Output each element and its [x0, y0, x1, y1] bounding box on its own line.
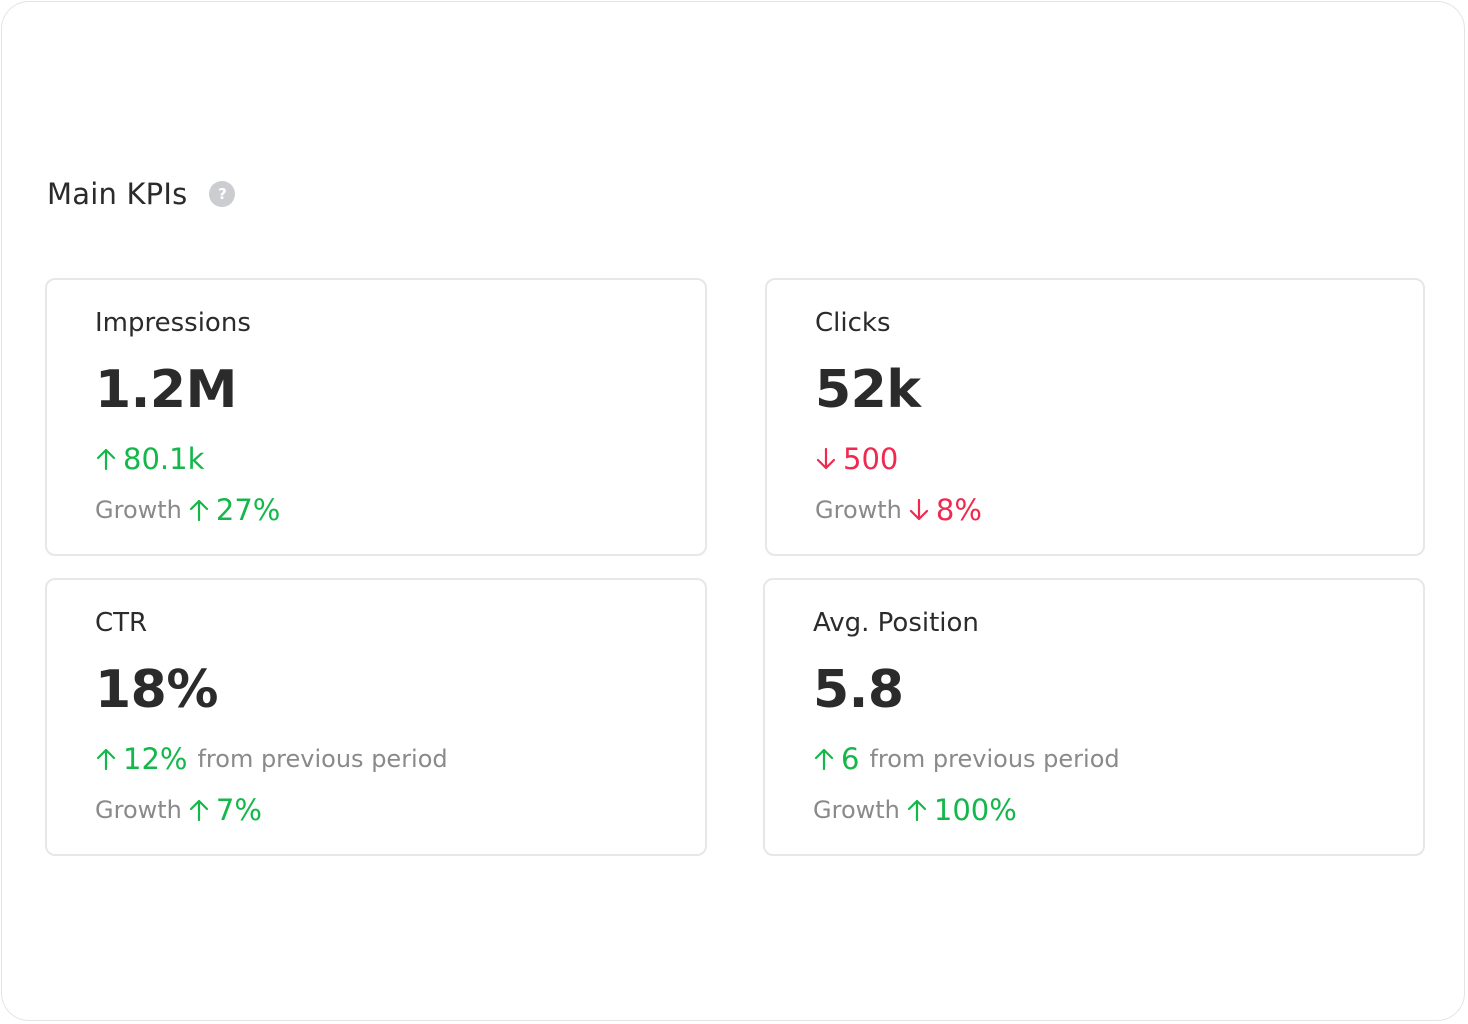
kpi-value: 18%: [95, 660, 218, 720]
arrow-up-icon: [813, 747, 835, 771]
kpi-label: Impressions: [95, 308, 251, 338]
arrow-up-icon: [95, 447, 117, 471]
kpi-change-value: 6: [841, 742, 860, 776]
growth-value: 27%: [215, 493, 281, 527]
kpi-change-suffix: from previous period: [197, 745, 448, 773]
kpi-card-avg-position: Avg. Position 5.8 6 from previous period…: [763, 578, 1425, 856]
kpi-value: 1.2M: [95, 360, 237, 420]
kpi-change-value: 12%: [123, 742, 188, 776]
kpi-change: 6 from previous period: [813, 742, 1120, 776]
growth-value: 7%: [215, 793, 262, 827]
section-title: Main KPIs: [47, 177, 188, 211]
kpi-label: Clicks: [815, 308, 891, 338]
kpi-card-clicks: Clicks 52k 500 Growth 8%: [765, 278, 1425, 556]
arrow-up-icon: [95, 747, 117, 771]
kpi-change-value: 500: [843, 442, 899, 476]
kpi-change: 12% from previous period: [95, 742, 448, 776]
kpi-growth: Growth 100%: [813, 793, 1017, 827]
section-header: Main KPIs ?: [47, 174, 236, 214]
arrow-up-icon: [188, 498, 210, 522]
kpi-growth: Growth 7%: [95, 793, 262, 827]
kpi-card-ctr: CTR 18% 12% from previous period Growth …: [45, 578, 707, 856]
kpi-growth: Growth 27%: [95, 493, 280, 527]
kpi-change: 500: [815, 442, 898, 476]
kpi-label: Avg. Position: [813, 608, 979, 638]
kpi-card-impressions: Impressions 1.2M 80.1k Growth 27%: [45, 278, 707, 556]
kpi-growth: Growth 8%: [815, 493, 982, 527]
growth-label: Growth: [95, 496, 182, 524]
growth-label: Growth: [815, 496, 902, 524]
growth-label: Growth: [813, 796, 900, 824]
kpi-change-suffix: from previous period: [869, 745, 1120, 773]
kpi-value: 5.8: [813, 660, 904, 720]
arrow-down-icon: [815, 447, 837, 471]
kpi-value: 52k: [815, 360, 921, 420]
arrow-down-icon: [908, 498, 930, 522]
kpi-label: CTR: [95, 608, 148, 638]
growth-value: 8%: [935, 493, 982, 527]
growth-label: Growth: [95, 796, 182, 824]
arrow-up-icon: [188, 798, 210, 822]
kpi-change-value: 80.1k: [123, 442, 205, 476]
growth-value: 100%: [933, 793, 1017, 827]
kpi-change: 80.1k: [95, 442, 204, 476]
question-mark-icon[interactable]: ?: [209, 181, 236, 207]
arrow-up-icon: [906, 798, 928, 822]
